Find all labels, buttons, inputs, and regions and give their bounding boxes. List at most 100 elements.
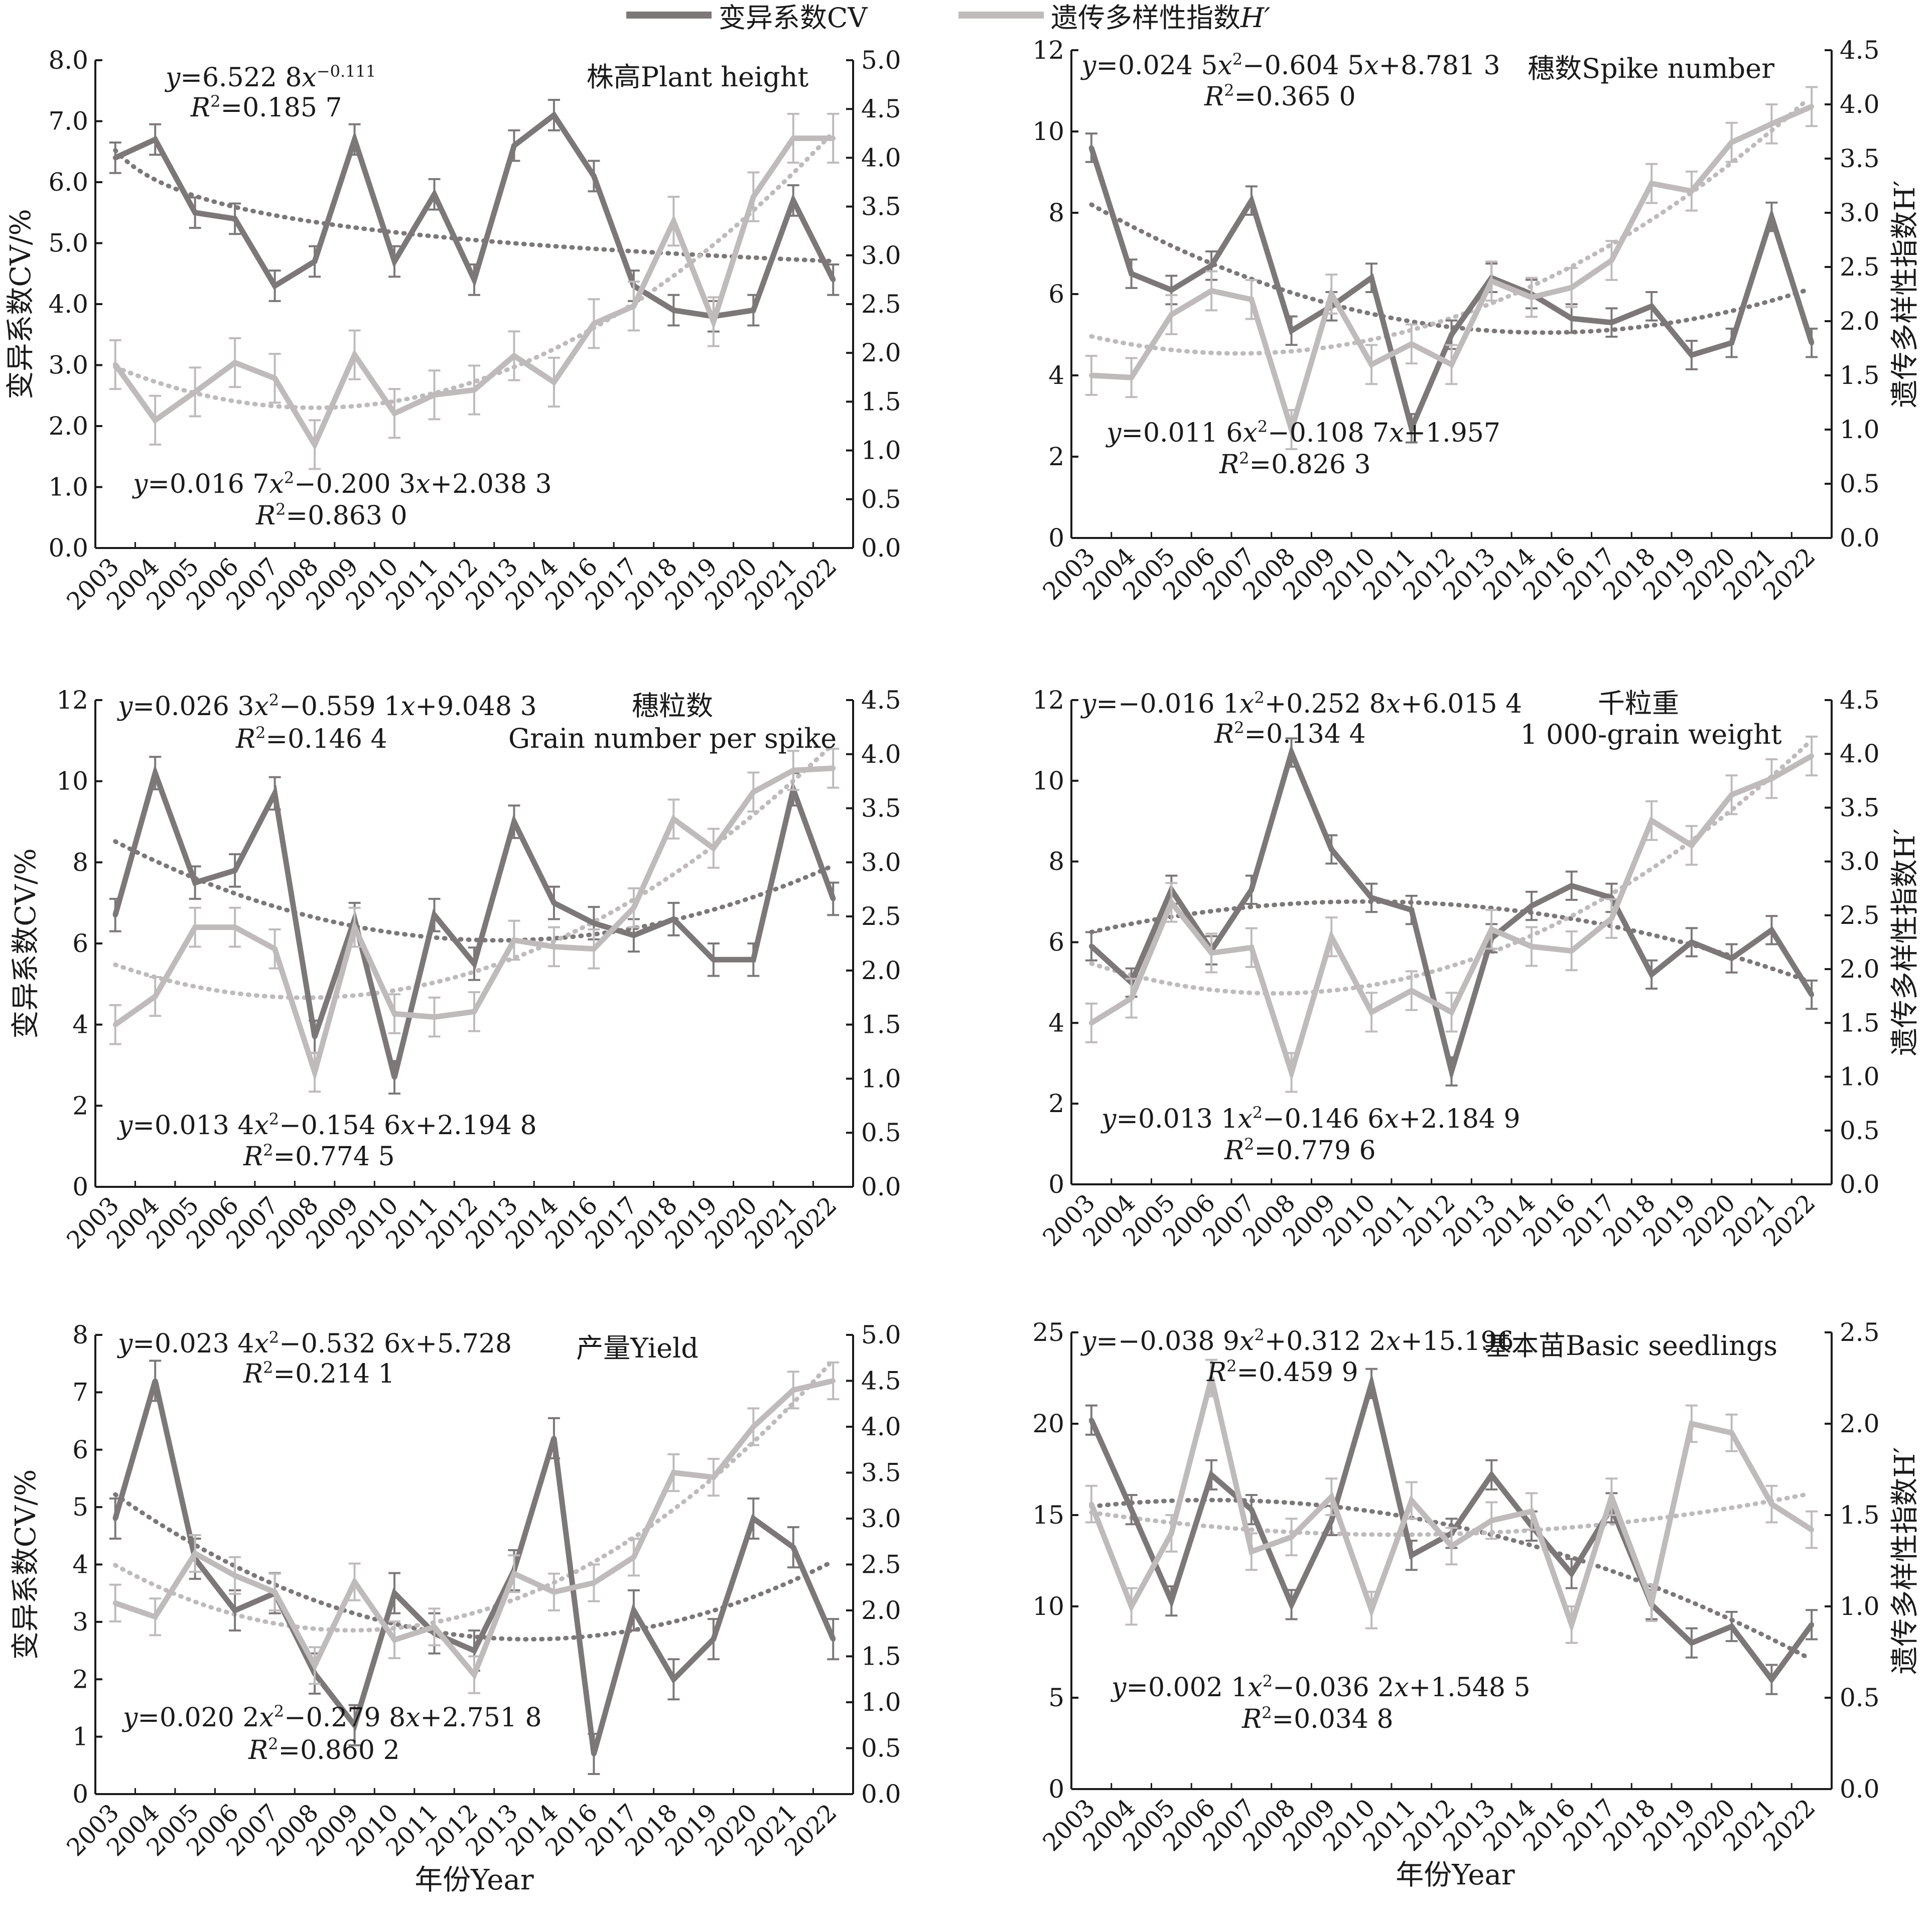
panel-title: 千粒重 [1598,688,1679,719]
h-data-point [432,1014,437,1020]
h-data-point [511,937,517,943]
right-tick-label: 0.5 [861,1734,901,1763]
h-data-point [1649,181,1654,186]
cv-data-point [1409,1553,1414,1558]
panel-title: 基本苗Basic seedlings [1484,1330,1777,1361]
h-data-point [1169,1531,1174,1536]
h-data-point [272,946,278,951]
h-data-point [591,946,597,951]
left-tick-label: 6.0 [48,168,88,197]
cv-data-point [1769,1677,1774,1682]
h-data-point [312,1069,318,1075]
h-trend-r2: R2=0.774 5 [243,1141,395,1172]
cv-data-point [511,143,517,149]
right-tick-label: 5.0 [861,1320,901,1349]
left-tick-label: 3 [72,1607,88,1637]
cv-data-point [1329,847,1334,852]
cv-data-point [272,790,278,796]
h-data-point [472,1672,477,1678]
left-tick-label: 8 [72,1320,88,1349]
h-data-point [1129,1604,1134,1609]
cv-data-point [1809,340,1815,346]
right-tick-label: 2.5 [861,1550,901,1579]
h-data-point [591,321,597,326]
cv-data-point [1249,1507,1254,1513]
cv-data-point [591,173,597,179]
h-data-point [831,135,836,141]
left-tick-label: 8.0 [48,46,88,75]
h-data-point [192,1551,198,1556]
panel-3: 0246810120.00.51.01.52.02.53.03.54.04.52… [10,686,901,1255]
h-trend-equation: y=0.002 1x2−0.036 2x+1.548 5 [1111,1672,1531,1703]
h-data-point [1649,818,1654,824]
h-data-point [1409,988,1414,993]
h-data-point [1569,1622,1574,1627]
cv-data-point [312,1034,318,1039]
h-data-point [711,319,716,324]
h-data-point [1489,1518,1494,1523]
h-data-point [551,379,557,385]
cv-data-point [232,868,238,873]
right-tick-label: 3.0 [861,848,901,877]
h-data-point [790,135,796,141]
left-tick-label: 4 [72,1010,88,1039]
right-axis-title: 遗传多样性指数H′ [1889,1447,1921,1675]
right-tick-label: 1.5 [1840,361,1880,390]
cv-data-point [1489,1472,1494,1477]
left-tick-label: 0 [72,1172,88,1201]
h-data-point [1249,945,1254,950]
cv-data-point [551,1435,557,1441]
panel-1: 0.0 1.0 2.0 3.0 4.0 5.0 6.0 7.0 8.0 0.0 0.5 1.0 1.5 2… [5,46,901,616]
h-data-point [1088,1020,1094,1026]
cv-data-point [1088,145,1094,151]
right-tick-label: 0.0 [861,1780,901,1809]
right-tick-label: 3.5 [861,794,901,823]
cv-data-point [1569,883,1574,888]
right-tick-label: 1.0 [861,1064,901,1093]
cv-data-point [192,880,198,885]
h-data-point [153,994,158,999]
cv-data-point [1088,1417,1094,1423]
h-trend-line [1089,741,1810,996]
h-data-point [312,1663,318,1668]
cv-data-point [631,1608,636,1613]
h-data-point [1809,1527,1815,1533]
right-tick-label: 2.5 [861,290,901,319]
right-tick-label: 1.5 [1840,1008,1880,1037]
h-data-point [1609,258,1614,263]
right-tick-label: 2.5 [861,902,901,931]
cv-data-point [1449,332,1454,337]
cv-data-point [1449,1068,1454,1074]
cv-data-point [551,112,557,118]
h-data-point [511,353,517,359]
cv-data-point [1209,1472,1214,1477]
h-data-point [1169,900,1174,905]
cv-data-point [790,198,796,203]
right-tick-label: 1.5 [861,387,901,416]
right-tick-label: 2.0 [1840,1409,1880,1438]
cv-data-point [831,277,836,283]
cv-data-point [472,1648,477,1654]
left-tick-label: 4 [1048,1008,1064,1037]
left-tick-label: 12 [1032,36,1064,65]
h-data-point [153,418,158,423]
right-tick-label: 4.5 [861,94,901,123]
cv-data-point [192,210,198,215]
h-data-point [1369,1009,1374,1015]
h-data-point [1088,1502,1094,1507]
h-data-point [1249,1549,1254,1554]
right-tick-label: 0.0 [861,533,901,563]
h-data-point [1289,1069,1294,1075]
legend-cv-label: 变异系数CV [719,2,868,34]
h-data-point [1209,1376,1214,1381]
cv-data-point [1129,1507,1134,1513]
right-tick-label: 1.5 [861,1010,901,1039]
h-data-point [1289,1534,1294,1540]
panel-title: 穗粒数 [632,690,713,722]
h-data-point [192,389,198,394]
right-tick-label: 2.5 [1840,901,1880,930]
cv-data-point [1769,927,1774,933]
right-axis-title: 遗传多样性指数H′ [1889,829,1921,1056]
left-tick-label: 12 [56,686,88,715]
h-data-point [671,218,676,224]
